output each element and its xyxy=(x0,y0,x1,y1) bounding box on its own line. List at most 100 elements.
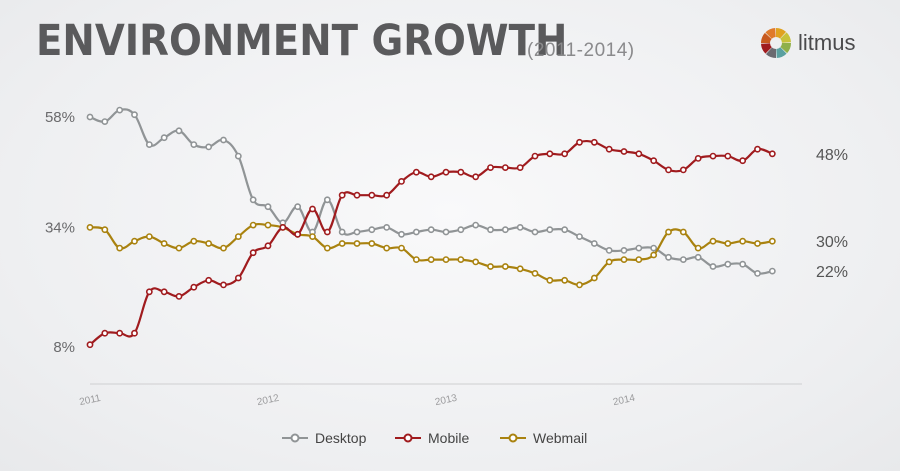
data-point-webmail xyxy=(323,244,331,252)
data-point-desktop xyxy=(383,223,391,231)
data-point-webmail xyxy=(368,240,376,247)
data-point-webmail xyxy=(546,276,554,284)
data-point-mobile xyxy=(323,228,331,236)
data-point-webmail xyxy=(620,256,628,263)
chart-subtitle: (2011-2014) xyxy=(527,40,635,61)
data-point-mobile xyxy=(487,164,494,171)
data-point-webmail xyxy=(309,233,316,240)
data-point-mobile xyxy=(442,168,450,176)
logo-segment xyxy=(776,47,787,58)
data-point-desktop xyxy=(101,118,109,125)
data-point-webmail xyxy=(487,263,494,270)
data-point-mobile xyxy=(694,154,702,162)
data-point-desktop xyxy=(605,246,613,254)
data-point-desktop xyxy=(724,260,732,268)
data-point-desktop xyxy=(754,269,761,277)
data-point-webmail xyxy=(457,256,465,263)
line-chart: 58% 34% 8% 2011 2012 2013 2014 22% 30% 48% xyxy=(45,106,848,408)
end-label-desktop: 22% xyxy=(816,264,848,281)
data-point-webmail xyxy=(427,256,435,263)
data-point-desktop xyxy=(472,221,480,229)
data-point-desktop xyxy=(665,253,672,261)
data-point-webmail xyxy=(116,244,124,252)
logo-segment xyxy=(761,32,772,43)
data-point-mobile xyxy=(635,150,643,158)
end-label-mobile: 48% xyxy=(816,147,848,164)
data-point-mobile xyxy=(190,283,198,291)
logo-segment xyxy=(780,32,791,43)
data-point-mobile xyxy=(101,329,109,337)
x-tick-label: 2011 xyxy=(78,393,102,408)
data-point-desktop xyxy=(234,152,242,160)
data-point-webmail xyxy=(86,223,94,231)
data-point-mobile xyxy=(116,329,124,337)
data-point-desktop xyxy=(679,256,687,263)
data-point-desktop xyxy=(294,203,302,211)
data-point-desktop xyxy=(739,260,747,268)
legend-item-webmail: Webmail xyxy=(500,430,587,446)
data-point-desktop xyxy=(487,226,494,234)
x-tick-label: 2012 xyxy=(256,393,280,408)
data-point-webmail xyxy=(724,240,732,247)
data-point-mobile xyxy=(338,191,346,199)
data-point-mobile xyxy=(427,173,435,181)
data-point-webmail xyxy=(160,240,168,247)
data-point-webmail xyxy=(205,240,213,247)
data-point-desktop xyxy=(145,141,153,148)
data-point-desktop xyxy=(442,228,450,236)
logo-segment xyxy=(761,43,772,54)
y-tick-label: 58% xyxy=(45,109,75,126)
data-point-mobile xyxy=(650,157,658,165)
data-point-webmail xyxy=(531,269,539,277)
data-point-desktop xyxy=(561,226,569,234)
data-point-mobile xyxy=(457,168,465,176)
legend-marker-webmail xyxy=(500,433,526,443)
data-point-desktop xyxy=(368,226,376,234)
series-line-desktop xyxy=(89,108,773,275)
data-point-mobile xyxy=(234,274,242,282)
logo-segment xyxy=(765,28,776,39)
data-point-webmail xyxy=(220,244,227,252)
data-point-mobile xyxy=(175,292,183,300)
legend-marker-mobile xyxy=(395,433,421,443)
data-point-mobile xyxy=(561,150,569,158)
data-point-webmail xyxy=(145,233,153,240)
legend-item-desktop: Desktop xyxy=(282,430,366,446)
data-point-desktop xyxy=(516,223,524,231)
end-label-webmail: 30% xyxy=(816,234,848,251)
data-point-webmail xyxy=(101,226,109,234)
data-point-webmail xyxy=(501,263,509,270)
logo-segment xyxy=(765,47,776,58)
legend-item-mobile: Mobile xyxy=(395,430,469,446)
data-point-webmail xyxy=(561,276,569,284)
data-point-webmail xyxy=(635,256,643,263)
legend-label-mobile: Mobile xyxy=(428,430,470,446)
data-point-webmail xyxy=(650,251,658,259)
data-point-webmail xyxy=(175,244,183,252)
data-point-desktop xyxy=(323,196,331,204)
chart-legend: Desktop Mobile Webmail xyxy=(0,430,900,454)
data-point-webmail xyxy=(190,237,198,245)
data-point-desktop xyxy=(576,233,583,240)
data-point-webmail xyxy=(131,237,138,245)
data-point-mobile xyxy=(220,281,227,289)
legend-label-desktop: Desktop xyxy=(315,430,367,446)
data-point-mobile xyxy=(294,230,302,238)
data-point-mobile xyxy=(205,276,213,284)
logo-text: litmus xyxy=(798,30,856,55)
data-point-webmail xyxy=(754,240,761,247)
data-point-mobile xyxy=(309,205,316,213)
data-point-webmail xyxy=(665,228,672,236)
data-point-mobile xyxy=(531,152,539,160)
data-point-desktop xyxy=(220,136,227,144)
x-tick-label: 2014 xyxy=(612,393,636,408)
data-point-webmail xyxy=(709,237,717,245)
data-point-mobile xyxy=(86,341,94,349)
data-point-desktop xyxy=(501,226,509,234)
data-point-desktop xyxy=(86,113,94,121)
data-point-desktop xyxy=(412,228,420,236)
data-point-mobile xyxy=(768,150,776,158)
data-point-mobile xyxy=(516,164,524,171)
data-point-mobile xyxy=(472,173,480,181)
data-point-desktop xyxy=(457,226,465,234)
